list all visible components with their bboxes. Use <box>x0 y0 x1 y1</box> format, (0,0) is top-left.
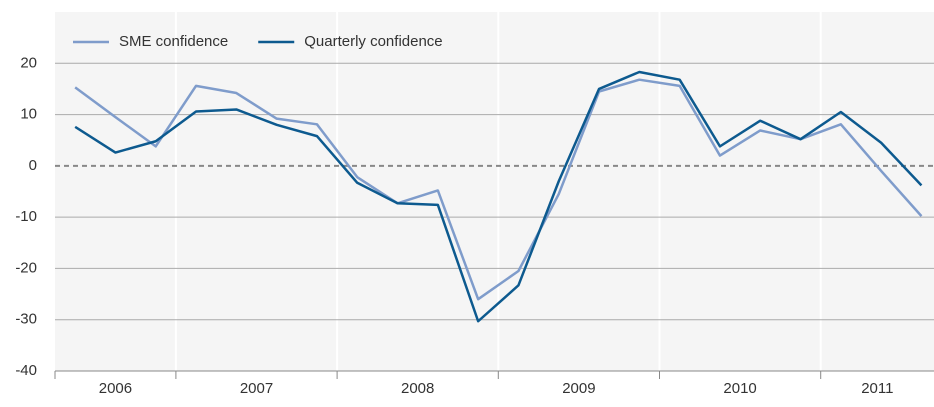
x-tick-label: 2006 <box>99 380 132 397</box>
y-tick-label: 10 <box>20 106 37 123</box>
plot-background <box>55 12 934 371</box>
x-tick-label: 2007 <box>240 380 273 397</box>
y-tick-label: -10 <box>15 208 37 225</box>
x-tick-label: 2010 <box>723 380 756 397</box>
x-tick-label: 2009 <box>562 380 595 397</box>
x-tick-label: 2008 <box>401 380 434 397</box>
legend-label: Quarterly confidence <box>304 33 442 50</box>
y-tick-label: -20 <box>15 259 37 276</box>
y-tick-label: 0 <box>29 157 37 174</box>
series-line <box>74 78 923 301</box>
legend-label: SME confidence <box>119 33 228 50</box>
y-tick-label: -30 <box>15 311 37 328</box>
y-tick-label: -40 <box>15 362 37 379</box>
series-line <box>74 70 923 323</box>
y-tick-label: 20 <box>20 54 37 71</box>
x-tick-label: 2011 <box>861 380 893 397</box>
